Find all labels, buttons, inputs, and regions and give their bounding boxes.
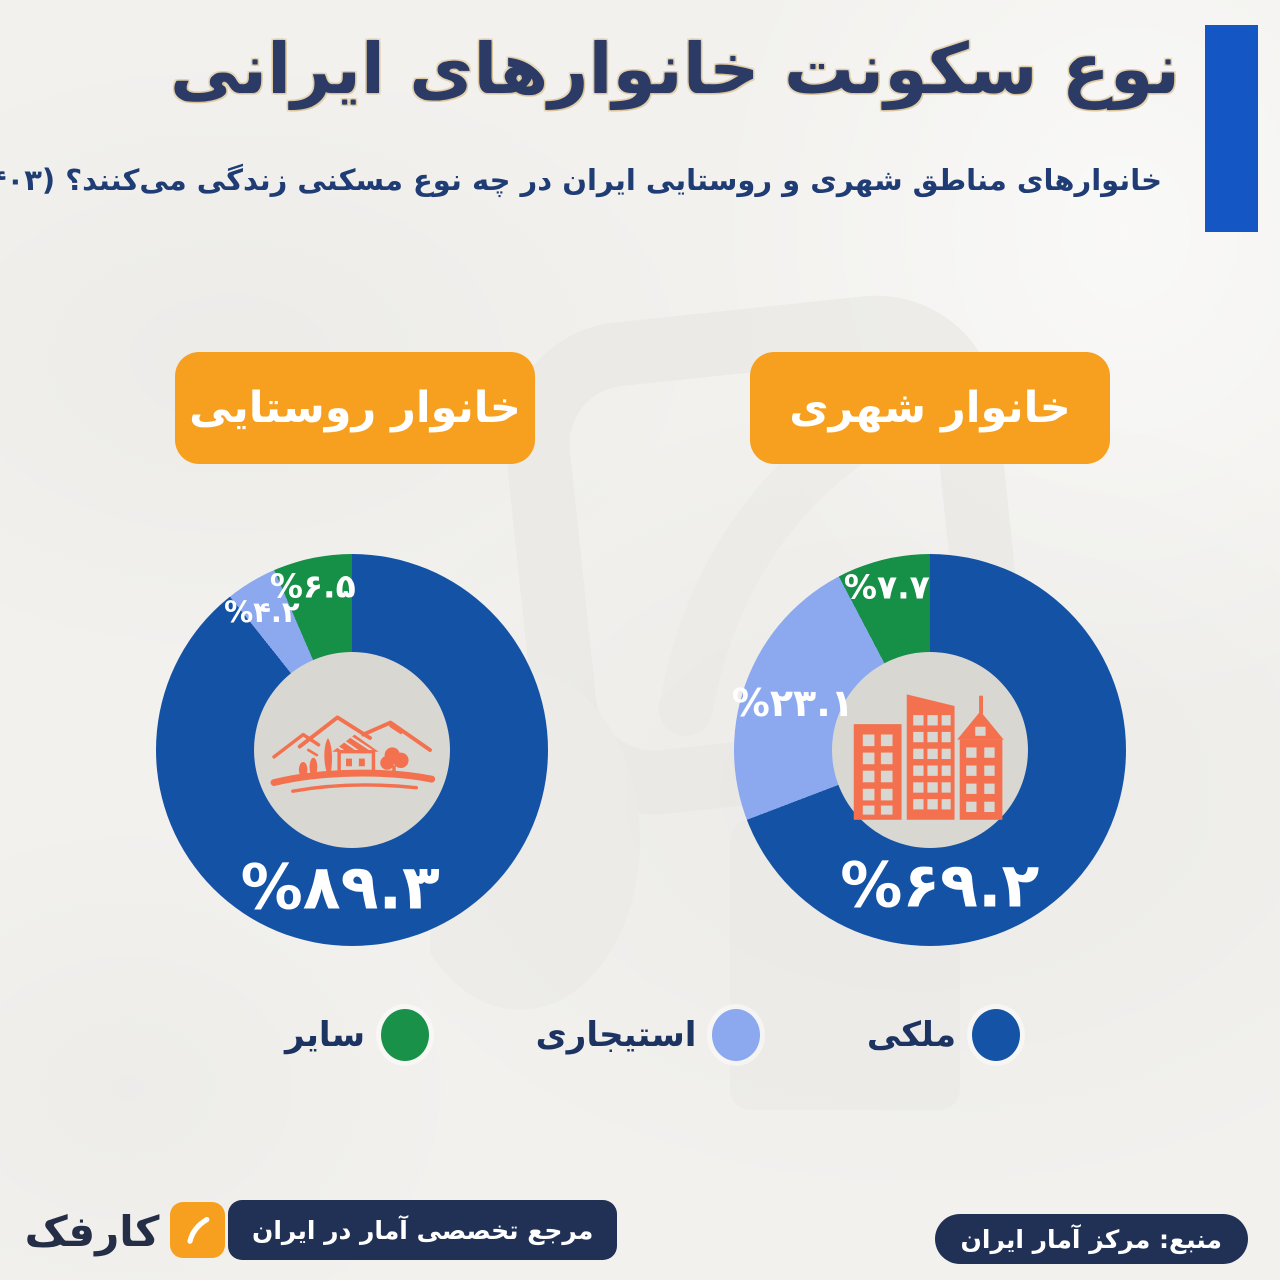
legend: ملکی استیجاری سایر xyxy=(285,1006,1020,1064)
legend-item-owned: ملکی xyxy=(867,1009,1020,1061)
source-badge: منبع: مرکز آمار ایران xyxy=(934,1214,1248,1264)
urban-owned-value: %۶۹.۲ xyxy=(840,848,1040,922)
legend-item-other: سایر xyxy=(285,1009,430,1061)
legend-label-rented: استیجاری xyxy=(535,1015,697,1055)
city-buildings-icon xyxy=(853,694,1004,820)
donut-chart-urban: %۶۹.۲ %۲۳.۱ %۷.۷ xyxy=(731,554,1126,946)
title-accent-bar xyxy=(1205,25,1258,232)
rural-other-value: %۶.۵ xyxy=(269,566,356,606)
rural-owned-value: %۸۹.۳ xyxy=(240,850,440,924)
legend-dot-rented xyxy=(712,1009,761,1061)
swoosh-icon xyxy=(186,1217,209,1244)
urban-rented-value: %۲۳.۱ xyxy=(731,680,854,725)
legend-dot-owned xyxy=(972,1009,1020,1061)
village-landscape-icon xyxy=(270,715,436,793)
badge-rural-household: خانوار روستایی xyxy=(175,352,535,464)
badge-urban-household: خانوار شهری xyxy=(750,352,1110,464)
brand-tagline: مرجع تخصصی آمار در ایران xyxy=(228,1200,618,1260)
legend-dot-other xyxy=(381,1009,430,1061)
brand-logo-mark xyxy=(170,1202,225,1258)
urban-other-value: %۷.۷ xyxy=(843,567,930,607)
legend-item-rented: استیجاری xyxy=(536,1009,761,1061)
donut-chart-rural: %۸۹.۳ %۴.۲ %۶.۵ xyxy=(156,554,548,946)
legend-label-other: سایر xyxy=(285,1015,366,1055)
rural-rented-value: %۴.۲ xyxy=(224,595,300,630)
page-subtitle: خانوارهای مناطق شهری و روستایی ایران در … xyxy=(0,163,1162,197)
donut-center-rural xyxy=(254,652,450,848)
brand-wordmark: کارفک xyxy=(24,1206,160,1256)
legend-label-owned: ملکی xyxy=(866,1015,956,1055)
page-title: نوع سکونت خانوارهای ایرانی xyxy=(169,28,1180,110)
donut-center-urban xyxy=(832,652,1028,848)
